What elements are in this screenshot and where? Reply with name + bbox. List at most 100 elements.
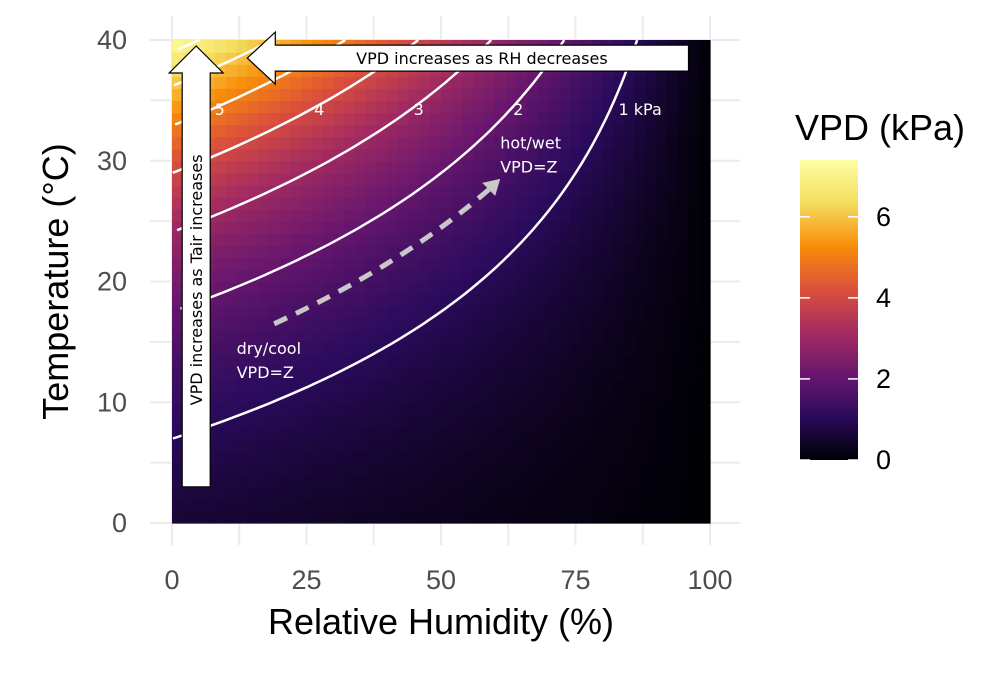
heatmap-cell — [322, 378, 334, 391]
heatmap-cell — [376, 402, 388, 415]
heatmap-cell — [215, 329, 227, 343]
heatmap-cell — [408, 136, 421, 150]
heatmap-cell — [613, 390, 625, 403]
heatmap-cell — [656, 353, 668, 367]
heatmap-cell — [527, 196, 539, 210]
heatmap-cell — [354, 100, 367, 114]
heatmap-cell — [365, 221, 378, 234]
heatmap-cell — [548, 257, 560, 271]
heatmap-cell — [430, 124, 442, 138]
heatmap-cell — [688, 52, 700, 65]
heatmap-cell — [656, 414, 668, 427]
heatmap-cell — [301, 196, 313, 210]
heatmap-cell — [397, 281, 410, 295]
heatmap-cell — [268, 329, 281, 343]
heatmap-cell — [645, 269, 657, 283]
heatmap-cell — [570, 293, 582, 307]
heatmap-cell — [580, 366, 593, 379]
heatmap-cell — [301, 353, 313, 367]
heatmap-cell — [570, 269, 582, 283]
heatmap-cell — [602, 366, 614, 379]
heatmap-cell — [580, 341, 593, 355]
heatmap-cell — [215, 510, 227, 524]
heatmap-cell — [548, 474, 560, 488]
heatmap-cell — [484, 390, 496, 403]
heatmap-cell — [247, 462, 259, 476]
heatmap-cell — [236, 160, 248, 174]
heatmap-cell — [559, 305, 571, 319]
heatmap-cell — [365, 414, 378, 427]
heatmap-cell — [258, 450, 270, 464]
heatmap-cell — [311, 474, 324, 488]
heatmap-cell — [408, 353, 421, 367]
x-tick-label: 100 — [687, 565, 732, 595]
heatmap-cell — [279, 184, 291, 198]
heatmap-cell — [656, 281, 668, 295]
heatmap-cell — [602, 88, 614, 101]
heatmap-cell — [462, 148, 474, 162]
heatmap-cell — [301, 341, 313, 355]
heatmap-cell — [484, 329, 496, 343]
heatmap-cell — [494, 378, 507, 391]
heatmap-cell — [591, 462, 603, 476]
heatmap-cell — [677, 462, 690, 476]
heatmap-cell — [333, 486, 345, 500]
heatmap-cell — [484, 160, 496, 174]
heatmap-cell — [677, 305, 690, 319]
heatmap-cell — [645, 305, 657, 319]
heatmap-cell — [505, 510, 517, 524]
heatmap-cell — [666, 474, 679, 488]
heatmap-cell — [451, 172, 464, 186]
heatmap-cell — [505, 184, 517, 198]
heatmap-cell — [613, 317, 625, 331]
heatmap-cell — [225, 148, 238, 162]
heatmap-cell — [645, 184, 657, 198]
heatmap-cell — [494, 88, 507, 101]
heatmap-cell — [430, 245, 442, 258]
heatmap-cell — [494, 438, 507, 452]
heatmap-cell — [484, 88, 496, 101]
heatmap-cell — [311, 221, 324, 234]
heatmap-cell — [430, 112, 442, 126]
heatmap-cell — [419, 124, 431, 138]
heatmap-cell — [376, 221, 388, 234]
heatmap-cell — [301, 209, 313, 222]
heatmap-cell — [236, 341, 248, 355]
heatmap-cell — [677, 317, 690, 331]
heatmap-cell — [537, 184, 550, 198]
heatmap-cell — [397, 88, 410, 101]
heatmap-cell — [570, 100, 582, 114]
heatmap-cell — [387, 305, 399, 319]
heatmap-cell — [623, 76, 636, 89]
heatmap-cell — [376, 233, 388, 246]
heatmap-cell — [677, 269, 690, 283]
heatmap-cell — [505, 88, 517, 101]
heatmap-cell — [225, 40, 238, 53]
heatmap-cell — [677, 209, 690, 222]
heatmap-cell — [548, 390, 560, 403]
heatmap-cell — [258, 257, 270, 271]
heatmap-cell — [365, 136, 378, 150]
heatmap-cell — [419, 281, 431, 295]
heatmap-cell — [613, 498, 625, 512]
heatmap-cell — [656, 438, 668, 452]
contour-line-2 — [179, 39, 566, 310]
heatmap-cell — [462, 510, 474, 524]
heatmap-cell — [258, 402, 270, 415]
heatmap-cell — [688, 438, 700, 452]
heatmap-cell — [591, 124, 603, 138]
heatmap-cell — [279, 196, 291, 210]
heatmap-cell — [387, 390, 399, 403]
heatmap-cell — [344, 136, 356, 150]
heatmap-cell — [322, 329, 334, 343]
heatmap-cell — [570, 390, 582, 403]
heatmap-cell — [365, 88, 378, 101]
heatmap-cell — [354, 317, 367, 331]
heatmap-cell — [387, 221, 399, 234]
heatmap-cell — [172, 196, 184, 210]
heatmap-cell — [591, 402, 603, 415]
heatmap-cell — [344, 426, 356, 440]
heatmap-cell — [225, 414, 238, 427]
heatmap-cell — [172, 40, 184, 53]
